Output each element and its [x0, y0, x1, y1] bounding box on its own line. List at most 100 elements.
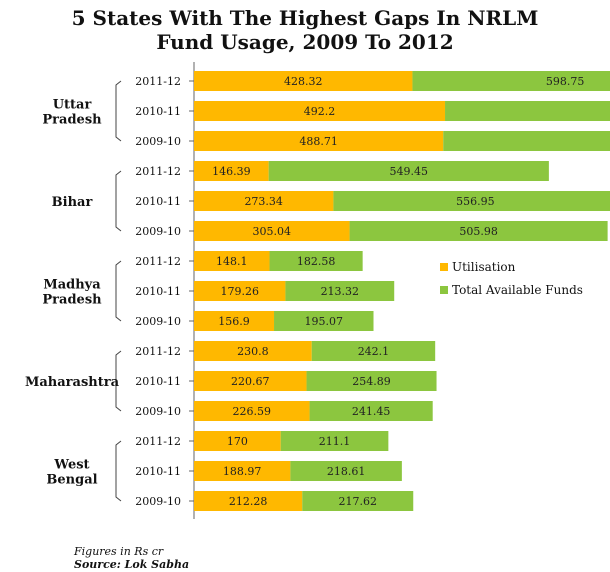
y-tick-label: 2010-11 [135, 465, 181, 478]
bar-utilisation [194, 401, 310, 421]
data-label-total-available-funds: 217.62 [339, 495, 378, 508]
bar-total-available-funds [268, 161, 549, 181]
group-label-line: Bihar [52, 195, 93, 210]
bar-total-available-funds [349, 221, 608, 241]
data-label-total-available-funds: 218.61 [327, 465, 366, 478]
data-label-utilisation: 488.71 [299, 135, 338, 148]
data-label-utilisation: 428.32 [284, 75, 323, 88]
group-bracket [115, 80, 122, 142]
units-note: Figures in Rs cr [74, 545, 164, 558]
bar-utilisation [194, 131, 444, 151]
data-label-total-available-funds: 549.45 [390, 165, 429, 178]
chart-title-line-1: 5 States With The Highest Gaps In NRLM [71, 6, 539, 30]
bar-total-available-funds [443, 131, 610, 151]
data-label-utilisation: 230.8 [237, 345, 269, 358]
bar-total-available-funds [269, 251, 363, 271]
data-label-utilisation: 273.34 [244, 195, 283, 208]
data-label-utilisation: 156.9 [218, 315, 250, 328]
bar-total-available-funds [285, 281, 395, 301]
data-label-utilisation: 179.26 [220, 285, 259, 298]
group-bracket [115, 440, 122, 502]
bar-utilisation [194, 491, 303, 511]
bar-utilisation [194, 221, 350, 241]
bar-total-available-funds [309, 401, 433, 421]
data-label-utilisation: 305.04 [253, 225, 292, 238]
y-tick-label: 2010-11 [135, 195, 181, 208]
chart-title-line-2: Fund Usage, 2009 To 2012 [156, 30, 454, 54]
bar-utilisation [194, 341, 312, 361]
bar-utilisation [194, 281, 286, 301]
data-label-utilisation: 492.2 [304, 105, 336, 118]
source-note: Source: Lok Sabha [74, 558, 190, 571]
y-tick-label: 2010-11 [135, 105, 181, 118]
legend-label: Utilisation [452, 260, 516, 274]
group-label-line: Uttar [53, 98, 92, 113]
group-label: West Bengal [46, 458, 97, 488]
data-label-total-available-funds: 195.07 [305, 315, 344, 328]
legend-swatch [440, 286, 448, 294]
group-label: Madhya Pradesh [42, 278, 102, 308]
data-label-utilisation: 188.97 [223, 465, 262, 478]
data-label-total-available-funds: 598.75 [546, 75, 585, 88]
bar-utilisation [194, 251, 270, 271]
y-tick-label: 2010-11 [135, 375, 181, 388]
data-label-utilisation: 220.67 [231, 375, 270, 388]
bar-utilisation [194, 431, 281, 451]
y-tick-label: 2011-12 [135, 165, 181, 178]
bar-utilisation [194, 311, 275, 331]
bar-utilisation [194, 161, 269, 181]
data-label-utilisation: 170 [227, 435, 248, 448]
group-label: Maharashtra [25, 375, 120, 390]
y-tick-label: 2011-12 [135, 345, 181, 358]
group-bracket [115, 350, 122, 412]
data-label-total-available-funds: 242.1 [358, 345, 390, 358]
data-label-total-available-funds: 254.89 [352, 375, 391, 388]
y-tick-label: 2009-10 [135, 225, 181, 238]
bar-total-available-funds [306, 371, 437, 391]
bar-utilisation [194, 371, 307, 391]
y-tick-label: 2009-10 [135, 405, 181, 418]
y-tick-label: 2011-12 [135, 75, 181, 88]
data-label-total-available-funds: 241.45 [352, 405, 391, 418]
group-label: Bihar [52, 195, 93, 210]
legend-label: Total Available Funds [452, 283, 583, 297]
data-label-total-available-funds: 211.1 [319, 435, 351, 448]
bar-total-available-funds [280, 431, 389, 451]
bar-total-available-funds [302, 491, 414, 511]
group-label-line: Madhya [43, 278, 101, 293]
bar-total-available-funds [290, 461, 402, 481]
data-label-utilisation: 146.39 [212, 165, 251, 178]
legend-swatch [440, 263, 448, 271]
y-tick-label: 2009-10 [135, 315, 181, 328]
group-label-line: Maharashtra [25, 375, 120, 390]
bar-utilisation [194, 191, 334, 211]
bar-utilisation [194, 71, 413, 91]
bar-utilisation [194, 101, 446, 121]
y-tick-label: 2010-11 [135, 285, 181, 298]
group-label-line: Bengal [46, 473, 97, 488]
group-bracket [115, 260, 122, 322]
y-tick-label: 2011-12 [135, 255, 181, 268]
group-bracket [115, 170, 122, 232]
data-label-utilisation: 148.1 [216, 255, 248, 268]
data-label-total-available-funds: 505.98 [459, 225, 498, 238]
bar-total-available-funds [274, 311, 374, 331]
bar-total-available-funds [311, 341, 436, 361]
group-label-line: West [53, 458, 89, 473]
bar-total-available-funds [333, 191, 610, 211]
bar-total-available-funds [445, 101, 610, 121]
data-label-utilisation: 226.59 [233, 405, 272, 418]
data-label-total-available-funds: 213.32 [321, 285, 360, 298]
data-label-utilisation: 212.28 [229, 495, 268, 508]
group-label-line: Pradesh [42, 113, 102, 128]
y-tick-label: 2009-10 [135, 495, 181, 508]
y-tick-label: 2009-10 [135, 135, 181, 148]
bar-utilisation [194, 461, 291, 481]
group-label-line: Pradesh [42, 293, 102, 308]
y-tick-label: 2011-12 [135, 435, 181, 448]
data-label-total-available-funds: 182.58 [297, 255, 336, 268]
data-label-total-available-funds: 556.95 [456, 195, 495, 208]
bar-total-available-funds [412, 71, 610, 91]
